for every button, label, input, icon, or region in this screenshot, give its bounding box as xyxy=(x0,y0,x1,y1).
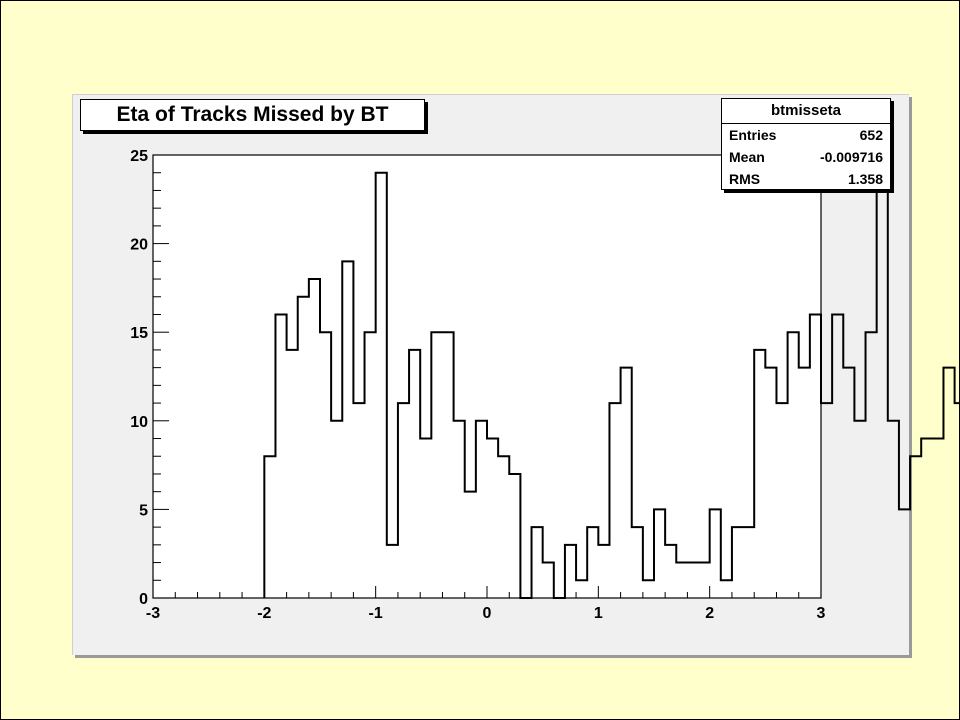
stats-label: Mean xyxy=(729,149,765,165)
x-tick-label: 0 xyxy=(483,605,492,622)
x-tick-label: -2 xyxy=(257,605,271,622)
stats-value: 1.358 xyxy=(847,171,883,187)
y-tick-label: 10 xyxy=(130,414,148,431)
y-tick-label: 15 xyxy=(130,325,148,342)
x-tick-label: 1 xyxy=(594,605,603,622)
y-tick-label: 20 xyxy=(130,237,148,254)
stats-name: btmisseta xyxy=(722,99,890,124)
stats-label: RMS xyxy=(729,171,761,187)
x-tick-label: -1 xyxy=(369,605,383,622)
y-tick-label: 5 xyxy=(139,502,148,519)
x-tick-label: 2 xyxy=(705,605,714,622)
tick-labels: -3 -2 -1 0 1 2 3 0 5 10 15 20 25 xyxy=(130,148,825,622)
stats-value: 652 xyxy=(859,127,883,143)
stats-row-rms: RMS 1.358 xyxy=(722,168,890,190)
histogram-line xyxy=(263,171,960,599)
stats-box: btmisseta Entries 652 Mean -0.009716 RMS… xyxy=(721,98,891,190)
plot-title: Eta of Tracks Missed by BT xyxy=(80,99,425,131)
stats-value: -0.009716 xyxy=(819,149,883,165)
stats-row-mean: Mean -0.009716 xyxy=(722,146,890,168)
y-tick-label: 25 xyxy=(130,148,148,165)
x-tick-label: 3 xyxy=(817,605,826,622)
x-tick-label: -3 xyxy=(146,605,160,622)
stats-label: Entries xyxy=(729,127,777,143)
y-tick-label: 0 xyxy=(139,591,148,608)
stats-row-entries: Entries 652 xyxy=(722,124,890,146)
